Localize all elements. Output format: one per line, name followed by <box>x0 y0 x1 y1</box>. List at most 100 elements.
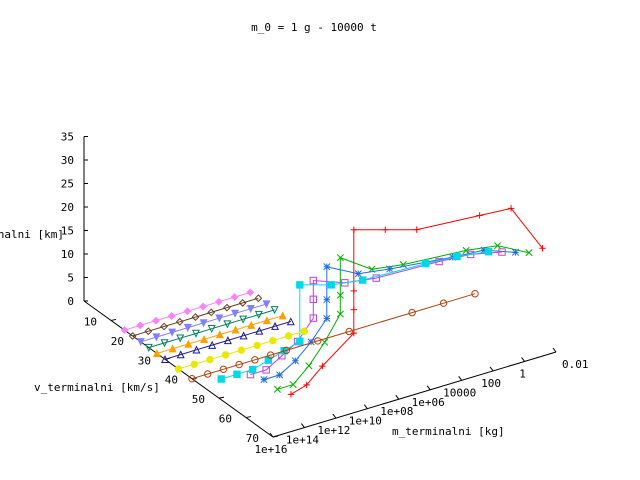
series-12 <box>120 288 255 335</box>
marker <box>323 263 331 271</box>
marker <box>152 349 161 358</box>
marker <box>309 295 318 304</box>
marker <box>174 365 183 373</box>
marker <box>413 226 420 233</box>
marker <box>200 334 209 343</box>
z-tick-label: 10 <box>61 248 74 261</box>
v-tick-label: 30 <box>138 354 151 367</box>
m-tick-label: 1e+16 <box>254 443 287 456</box>
m-tick <box>552 347 557 353</box>
marker <box>408 308 416 317</box>
v-tick-label: 40 <box>165 374 178 387</box>
marker <box>251 356 259 364</box>
marker <box>231 325 240 334</box>
v-tick-label: 10 <box>84 315 97 328</box>
marker <box>247 320 256 329</box>
marker <box>120 326 129 335</box>
marker <box>208 340 217 349</box>
marker <box>255 326 264 335</box>
axes: 0 5 10 15 20 25 30 35 10 20 30 40 50 60 70 0.01 1 100 1000… <box>61 131 589 457</box>
marker <box>262 300 271 309</box>
marker <box>309 276 318 285</box>
marker <box>144 343 153 352</box>
marker <box>183 307 192 316</box>
marker <box>136 338 145 347</box>
m-tick <box>269 432 274 438</box>
marker <box>144 327 153 336</box>
m-tick-label: 1e+06 <box>412 396 445 409</box>
marker <box>167 312 176 320</box>
marker <box>305 362 313 370</box>
marker <box>168 344 177 353</box>
marker <box>239 331 248 340</box>
marker <box>190 360 198 368</box>
marker <box>215 314 224 323</box>
marker <box>386 265 394 273</box>
marker <box>176 350 185 359</box>
marker <box>284 332 293 340</box>
marker <box>266 351 275 359</box>
marker <box>223 320 232 329</box>
series-8 <box>152 311 287 358</box>
marker <box>128 332 137 340</box>
marker <box>354 270 362 278</box>
v-tick-label: 20 <box>111 335 124 348</box>
series-line <box>148 309 275 349</box>
series-9 <box>144 306 279 352</box>
marker <box>309 314 318 322</box>
marker <box>350 287 358 295</box>
marker <box>314 337 322 345</box>
marker <box>184 339 193 348</box>
marker <box>237 346 246 354</box>
series-line <box>132 297 259 337</box>
series-4 <box>217 248 493 383</box>
marker <box>207 308 216 317</box>
marker <box>262 316 271 325</box>
marker <box>152 333 161 342</box>
marker <box>188 375 196 383</box>
marker <box>296 337 304 345</box>
marker <box>273 385 281 393</box>
z-tick-label: 5 <box>67 272 74 285</box>
v-tick <box>272 435 279 438</box>
marker <box>217 375 225 383</box>
marker <box>269 336 277 345</box>
marker <box>248 365 257 374</box>
marker <box>336 254 344 262</box>
m-tick <box>521 357 525 362</box>
marker <box>291 357 299 365</box>
m-tick <box>332 413 337 419</box>
series-line <box>290 207 543 395</box>
marker <box>219 365 228 373</box>
marker <box>239 315 248 324</box>
marker <box>484 248 493 256</box>
marker <box>168 328 177 337</box>
m-tick-label: 10000 <box>443 386 476 399</box>
marker <box>276 371 284 379</box>
marker <box>223 303 231 312</box>
marker <box>359 276 367 284</box>
marker <box>191 329 200 338</box>
marker <box>254 294 263 303</box>
v-tick <box>245 416 252 419</box>
marker <box>160 354 170 363</box>
m-tick-label: 0.01 <box>562 358 589 371</box>
marker <box>204 370 212 378</box>
marker <box>462 246 470 254</box>
marker <box>235 360 243 369</box>
marker <box>176 334 185 343</box>
z-axis-label: h_terminalni [km] <box>0 228 64 241</box>
m-tick <box>489 366 494 372</box>
marker <box>136 321 145 330</box>
marker <box>289 381 297 389</box>
marker <box>230 293 239 301</box>
marker <box>296 281 304 289</box>
series-line <box>250 251 503 376</box>
v-tick <box>218 396 225 399</box>
m-tick-label: 1e+14 <box>286 434 319 447</box>
marker <box>223 336 232 345</box>
marker <box>345 327 353 336</box>
marker <box>480 246 488 254</box>
marker <box>511 248 520 256</box>
